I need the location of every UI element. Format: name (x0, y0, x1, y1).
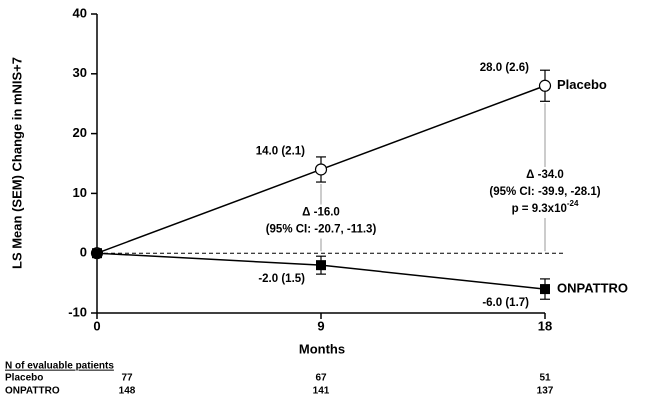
marker (314, 163, 328, 176)
y-tick-label: 0 (80, 245, 87, 260)
marker (540, 284, 550, 295)
table-title: N of evaluable patients (5, 361, 114, 372)
p-value: p = 9.3x10-24 (512, 199, 579, 215)
table-count: 51 (539, 373, 551, 384)
x-tick-label: 0 (93, 318, 100, 333)
y-tick-label: 40 (73, 5, 87, 20)
y-tick-label: 20 (73, 125, 87, 140)
table-count: 77 (121, 373, 133, 384)
y-tick-label: 30 (73, 65, 87, 80)
y-axis-label: LS Mean (SEM) Change in mNIS+7 (9, 57, 24, 269)
data-label: 28.0 (2.6) (480, 62, 529, 74)
data-label: -6.0 (1.7) (482, 297, 529, 309)
marker (316, 260, 326, 271)
x-tick-label: 9 (317, 318, 324, 333)
series-label: ONPATTRO (557, 281, 628, 296)
annotation-bg (475, 167, 615, 218)
table-count: 67 (315, 373, 327, 384)
table-count: 137 (537, 386, 554, 397)
annotation: Δ -34.0 (526, 169, 564, 181)
annotation-bg (251, 204, 391, 239)
marker (538, 79, 552, 92)
p-value-base: p = 9.3x10 (512, 203, 567, 215)
y-tick-label: 10 (73, 185, 87, 200)
annotation: (95% CI: -20.7, -11.3) (266, 224, 377, 236)
marker (92, 248, 102, 259)
data-label: -2.0 (1.5) (258, 273, 305, 285)
series-label: Placebo (557, 77, 607, 92)
y-tick-label: -10 (68, 304, 87, 319)
data-label: 14.0 (2.1) (256, 146, 305, 158)
x-axis-label: Months (299, 341, 345, 356)
table-count: 148 (119, 386, 136, 397)
annotation: (95% CI: -39.9, -28.1) (489, 186, 600, 198)
annotation: Δ -16.0 (302, 207, 340, 219)
table-count: 141 (313, 386, 330, 397)
x-tick-label: 18 (538, 318, 552, 333)
table-row-label: ONPATTRO (5, 386, 60, 397)
table-row-label: Placebo (5, 373, 43, 384)
p-value-exponent: -24 (567, 199, 579, 208)
